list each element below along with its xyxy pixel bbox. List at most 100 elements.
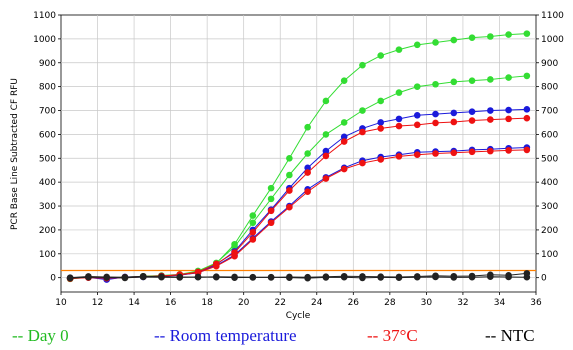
data-point <box>450 149 458 157</box>
data-point <box>359 128 366 136</box>
data-point <box>413 121 421 129</box>
y-tick-label-left: 900 <box>39 59 56 69</box>
data-point <box>468 272 476 280</box>
data-point <box>468 77 476 84</box>
y-tick-label-left: 300 <box>39 202 56 212</box>
x-tick-label: 18 <box>201 298 213 308</box>
y-tick-label-left: 1000 <box>33 35 56 45</box>
data-point <box>377 273 385 281</box>
data-point <box>231 273 238 281</box>
x-tick-label: 12 <box>92 298 103 308</box>
data-point <box>523 72 531 80</box>
legend-room-temperature: -- Room temperature <box>154 326 297 345</box>
y-tick-label-left: 1100 <box>33 11 56 21</box>
data-point <box>450 78 458 86</box>
data-point <box>413 41 421 49</box>
y-tick-label-left: 500 <box>39 154 56 164</box>
data-point <box>432 272 439 280</box>
data-point <box>523 146 531 154</box>
data-point <box>450 109 458 117</box>
data-point <box>304 164 311 172</box>
series-7 <box>66 270 531 281</box>
x-tick-label: 32 <box>457 298 468 308</box>
data-point <box>432 39 439 46</box>
data-point <box>450 36 458 44</box>
data-point <box>395 153 403 160</box>
y-axis-label: PCR Base Line Subtracted CF RFU <box>10 78 20 230</box>
data-point <box>487 147 494 155</box>
data-point <box>304 150 311 157</box>
data-point <box>487 76 494 83</box>
data-point <box>505 74 512 81</box>
data-point <box>377 52 385 59</box>
data-point <box>450 118 458 126</box>
data-point <box>413 111 421 119</box>
data-point <box>523 114 531 122</box>
data-point <box>340 272 348 280</box>
x-tick-label: 26 <box>348 298 360 308</box>
data-point <box>322 152 330 160</box>
data-point <box>359 159 366 167</box>
legend-ntc: -- NTC <box>485 326 535 345</box>
data-point <box>286 171 293 179</box>
data-point <box>121 273 129 281</box>
data-point <box>340 133 348 141</box>
y-tick-label-right: 100 <box>541 250 558 260</box>
y-axis-ticks-left: 0 100 200 300 400 500 600 700 800 900 1000 1100 <box>33 11 61 284</box>
y-tick-label-right: 200 <box>541 226 558 236</box>
data-point <box>267 219 275 227</box>
x-axis-ticks: 10 12 14 16 18 20 22 24 26 28 30 32 34 36 <box>55 292 542 308</box>
data-point <box>432 110 439 118</box>
data-point <box>468 117 476 124</box>
pcr-amplification-chart: 10 12 14 16 18 20 22 24 26 28 30 32 34 36 0 100 200 300 4… <box>10 11 564 321</box>
data-point <box>267 274 275 281</box>
data-point <box>395 89 403 96</box>
data-point <box>304 273 311 281</box>
y-axis-ticks-right: 0 100 200 300 400 500 600 700 800 900 1000 1100 <box>536 11 564 284</box>
y-tick-label-right: 900 <box>541 59 558 69</box>
data-point <box>322 273 330 281</box>
x-tick-label: 20 <box>238 298 250 308</box>
x-tick-label: 34 <box>494 298 506 308</box>
data-point <box>340 77 348 84</box>
data-point <box>395 115 403 123</box>
y-tick-label-right: 1100 <box>541 11 564 21</box>
data-point <box>377 156 385 163</box>
data-point <box>468 108 476 116</box>
legend-day0: -- Day 0 <box>12 326 69 345</box>
x-tick-label: 16 <box>165 298 177 308</box>
data-point <box>85 273 92 280</box>
data-point <box>487 107 494 114</box>
y-tick-label-right: 300 <box>541 202 558 212</box>
data-point <box>505 106 512 114</box>
y-tick-label-left: 100 <box>39 250 56 260</box>
data-point <box>249 212 257 219</box>
series-layer <box>66 30 531 283</box>
data-point <box>212 262 220 270</box>
x-tick-label: 30 <box>421 298 433 308</box>
data-point <box>322 131 330 138</box>
data-point <box>450 272 458 280</box>
x-tick-label: 36 <box>530 298 542 308</box>
x-tick-label: 24 <box>311 298 323 308</box>
data-point <box>267 184 275 192</box>
data-point <box>340 165 348 173</box>
data-point <box>286 273 293 281</box>
data-point <box>468 148 476 156</box>
data-point <box>212 273 220 281</box>
data-point <box>103 273 110 281</box>
data-point <box>249 229 257 236</box>
data-point <box>176 273 184 281</box>
x-tick-label: 14 <box>128 298 140 308</box>
data-point <box>413 151 421 158</box>
data-point <box>487 271 494 279</box>
data-point <box>359 107 366 114</box>
data-point <box>286 154 293 162</box>
data-point <box>505 147 512 154</box>
data-point <box>432 150 439 157</box>
y-tick-label-right: 700 <box>541 107 558 117</box>
data-point <box>432 80 439 88</box>
data-point <box>395 46 403 53</box>
y-tick-label-left: 800 <box>39 83 56 93</box>
data-point <box>432 119 439 127</box>
